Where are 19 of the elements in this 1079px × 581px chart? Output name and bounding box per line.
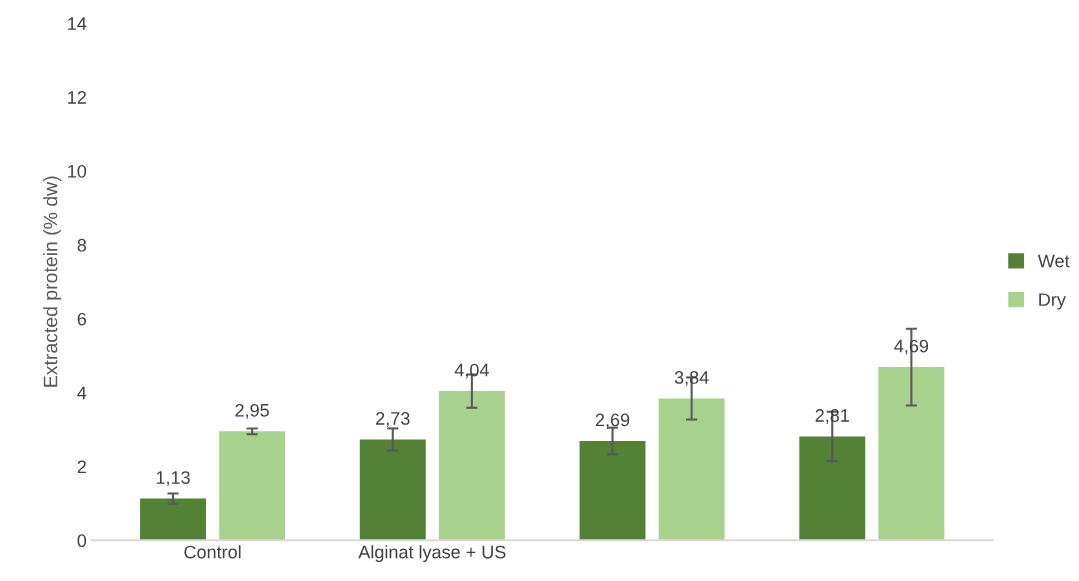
data-label: 2,69 — [595, 413, 630, 429]
data-label: 1,13 — [156, 471, 190, 487]
legend-label: Wet — [1037, 254, 1070, 268]
data-label: 4,04 — [454, 363, 489, 379]
y-tick-label: 2 — [77, 460, 86, 473]
y-axis-title: Extracted protein (% dw) — [43, 176, 62, 387]
y-tick-label: 10 — [68, 164, 87, 178]
x-tick-label: Control — [184, 545, 241, 559]
legend-label: Dry — [1039, 293, 1066, 310]
data-label: 3,84 — [674, 371, 709, 386]
y-tick-label: 12 — [68, 91, 86, 104]
y-tick-label: 8 — [77, 238, 87, 252]
y-tick-label: 6 — [77, 312, 87, 326]
data-label: 2,95 — [235, 403, 269, 419]
data-label: 2,73 — [376, 412, 410, 427]
x-tick-label: Alginat lyase + US — [358, 545, 506, 563]
y-tick-label: 4 — [77, 386, 87, 400]
y-tick-label: 0 — [77, 534, 87, 548]
y-tick-label: 14 — [68, 17, 87, 30]
